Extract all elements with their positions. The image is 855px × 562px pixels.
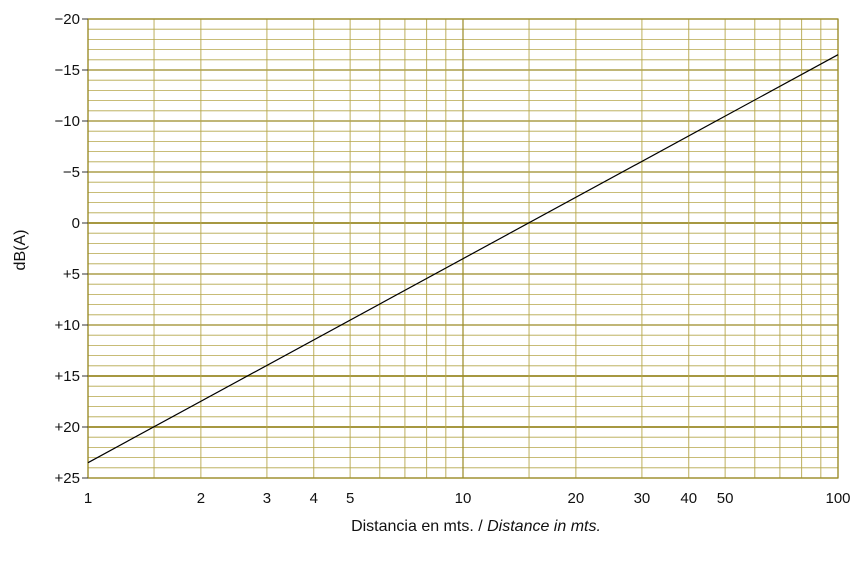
- y-tick-label: +5: [63, 266, 80, 283]
- x-tick-labels: 1 2 3 4 5 10 20 30 40 50 100: [84, 490, 851, 507]
- x-tick-label: 100: [825, 490, 850, 507]
- y-tick-label: +10: [55, 317, 80, 334]
- y-tick-label: +25: [55, 470, 80, 487]
- x-tick-label: 3: [263, 490, 271, 507]
- y-tick-label: +20: [55, 419, 80, 436]
- series-line: [87, 54, 839, 464]
- x-tick-label: 4: [310, 490, 318, 507]
- x-axis-label-english: Distance in mts.: [487, 518, 601, 535]
- x-axis-label-main: Distancia en mts. /: [351, 518, 487, 535]
- x-tick-label: 2: [197, 490, 205, 507]
- y-axis-label: dB(A): [12, 230, 29, 271]
- x-tick-label: 20: [568, 490, 585, 507]
- y-tick-labels: −20 −15 −10 −5 0 +5 +10 +15 +20 +25: [55, 11, 80, 487]
- series-lines: [87, 54, 839, 464]
- y-tick-label: 0: [72, 215, 80, 232]
- grid: [82, 18, 839, 479]
- x-tick-label: 5: [346, 490, 354, 507]
- x-axis-label: Distancia en mts. / Distance in mts.: [351, 518, 601, 535]
- x-tick-label: 1: [84, 490, 92, 507]
- x-tick-label: 30: [634, 490, 651, 507]
- y-tick-label: +15: [55, 368, 80, 385]
- x-tick-label: 40: [680, 490, 697, 507]
- x-tick-label: 50: [717, 490, 734, 507]
- y-tick-label: −10: [55, 113, 80, 130]
- y-tick-label: −20: [55, 11, 80, 28]
- x-tick-label: 10: [455, 490, 472, 507]
- y-tick-label: −15: [55, 62, 80, 79]
- plot-frame: [87, 18, 839, 479]
- y-tick-label: −5: [63, 164, 80, 181]
